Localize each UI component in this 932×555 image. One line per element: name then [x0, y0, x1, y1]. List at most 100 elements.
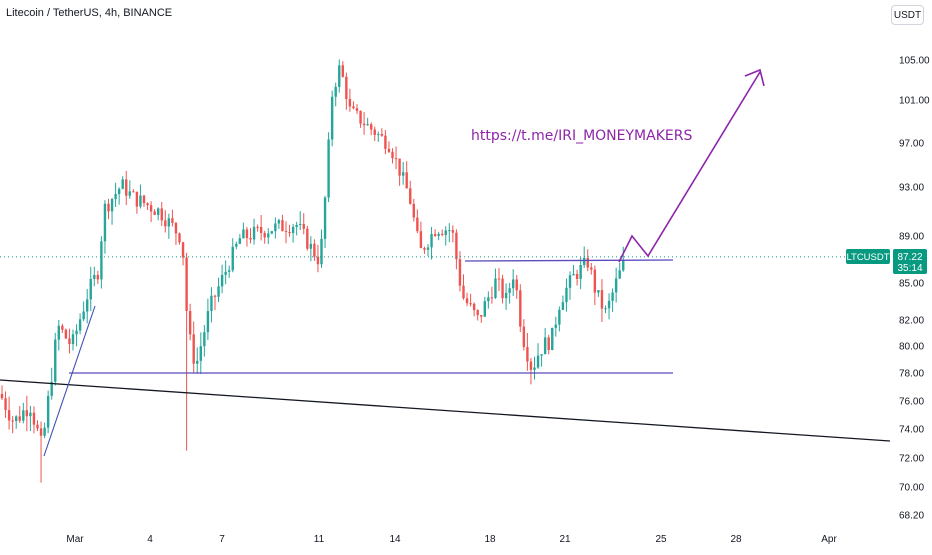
price-tag-countdown: 35:14: [897, 263, 922, 274]
candle-body: [89, 278, 92, 300]
resistance-line[interactable]: [464, 259, 674, 262]
candle-body: [43, 427, 46, 436]
candle-body: [171, 218, 174, 223]
time-axis[interactable]: Mar 4 7 11 14 18 21 25 28 Apr: [66, 534, 837, 545]
candle-body: [18, 416, 21, 421]
candle-body: [494, 278, 497, 298]
price-tick-label: 70.00: [899, 483, 924, 494]
projection-arrow-head: [744, 68, 765, 87]
candle-body: [192, 334, 195, 364]
projection-path[interactable]: [618, 71, 761, 263]
candle-body: [242, 229, 245, 239]
price-tick-label: 68.20: [899, 511, 924, 522]
candle-body: [256, 226, 259, 228]
candle-body: [323, 197, 327, 239]
candle-body: [551, 327, 554, 350]
candle-body: [132, 191, 135, 193]
candle-body: [288, 232, 291, 234]
candle-body: [522, 326, 526, 347]
candle-body: [75, 330, 78, 335]
candle-body: [394, 158, 398, 160]
candle-body: [405, 172, 408, 189]
candles-layer: [0, 59, 625, 483]
candle-body: [22, 410, 25, 421]
candle-body: [313, 243, 316, 257]
candle-body: [330, 96, 334, 140]
candle-body: [543, 337, 547, 355]
rising-trendline[interactable]: [43, 305, 96, 457]
candle-body: [231, 246, 234, 271]
price-tick-label: 74.00: [899, 425, 924, 436]
price-tick-label: 72.00: [899, 454, 924, 465]
candle-body: [100, 241, 103, 280]
candle-body: [345, 76, 348, 99]
candle-body: [554, 324, 557, 328]
candle-body: [68, 338, 71, 345]
candle-body: [622, 259, 625, 271]
candle-body: [29, 412, 32, 417]
candle-body: [338, 65, 341, 87]
candle-body: [0, 394, 4, 399]
candle-body: [512, 279, 515, 289]
candle-body: [135, 191, 139, 207]
descending-trendline[interactable]: [0, 379, 891, 442]
symbol-tag: [846, 249, 890, 264]
candle-body: [71, 334, 75, 345]
candle-body: [142, 195, 146, 204]
candle-body: [419, 231, 423, 249]
candle-body: [575, 273, 579, 279]
candle-body: [302, 223, 305, 229]
price-axis[interactable]: 105.00 101.00 97.00 93.00 89.00 85.00 82.00 80.…: [899, 56, 930, 522]
price-tick-label: 80.00: [899, 342, 924, 353]
candle-body: [224, 271, 227, 275]
candle-body: [423, 248, 426, 250]
candle-body: [504, 292, 508, 299]
candle-body: [146, 203, 149, 206]
currency-badge[interactable]: USDT: [891, 5, 924, 25]
symbol-title[interactable]: Litecoin / TetherUS, 4h, BINANCE: [6, 7, 173, 19]
candle-body: [568, 275, 572, 288]
candle-body: [164, 220, 167, 227]
candle-body: [82, 311, 85, 320]
candle-body: [508, 288, 511, 293]
time-tick-label: Mar: [66, 534, 84, 545]
candle-body: [96, 275, 100, 280]
candle-body: [565, 287, 568, 303]
candle-body: [157, 208, 160, 215]
candle-body: [259, 227, 263, 233]
time-tick-label: 28: [730, 534, 742, 545]
candle-body: [7, 410, 11, 421]
candle-body: [416, 217, 419, 232]
candle-body: [355, 108, 359, 111]
candle-body: [93, 275, 96, 279]
candle-body: [437, 233, 440, 236]
candle-body: [235, 243, 238, 247]
candle-body: [114, 194, 117, 200]
candle-body: [121, 179, 124, 189]
candle-body: [291, 226, 295, 234]
candle-body: [480, 315, 483, 317]
candle-body: [607, 300, 611, 309]
candle-body: [327, 139, 330, 198]
candle-body: [600, 290, 604, 309]
candle-body: [281, 220, 284, 232]
candle-body: [316, 256, 320, 265]
candle-body: [362, 123, 366, 126]
candle-body: [426, 247, 430, 250]
candle-body: [299, 223, 302, 225]
annotation-link[interactable]: https://t.me/IRI_MONEYMAKERS: [471, 128, 692, 144]
candle-body: [220, 274, 224, 287]
candle-body: [380, 134, 384, 136]
candle-body: [295, 224, 298, 227]
candle-body: [245, 229, 249, 238]
candle-body: [117, 188, 121, 195]
candle-body: [139, 195, 142, 207]
candle-body: [370, 124, 373, 130]
candle-body: [4, 398, 7, 411]
time-tick-label: Apr: [821, 534, 837, 545]
candle-body: [277, 220, 281, 224]
candle-body: [32, 412, 36, 425]
candle-body: [11, 420, 14, 422]
